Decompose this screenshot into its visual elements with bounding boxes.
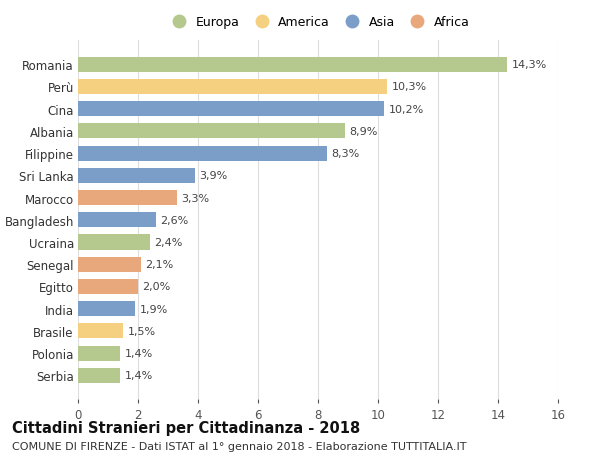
Bar [78, 324, 123, 339]
Bar [78, 102, 384, 117]
Text: COMUNE DI FIRENZE - Dati ISTAT al 1° gennaio 2018 - Elaborazione TUTTITALIA.IT: COMUNE DI FIRENZE - Dati ISTAT al 1° gen… [12, 441, 467, 451]
Text: 1,4%: 1,4% [125, 370, 153, 381]
Bar [78, 146, 327, 162]
Text: 3,9%: 3,9% [199, 171, 228, 181]
Text: 1,5%: 1,5% [128, 326, 155, 336]
Bar [78, 80, 387, 95]
Text: 1,9%: 1,9% [139, 304, 168, 314]
Text: 2,6%: 2,6% [161, 215, 189, 225]
Text: 10,3%: 10,3% [392, 82, 427, 92]
Text: 10,2%: 10,2% [389, 105, 424, 114]
Text: 2,1%: 2,1% [146, 260, 174, 269]
Bar [78, 257, 141, 272]
Bar [78, 213, 156, 228]
Bar [78, 346, 120, 361]
Bar [78, 57, 507, 73]
Text: 3,3%: 3,3% [182, 193, 209, 203]
Bar [78, 168, 195, 184]
Text: 14,3%: 14,3% [512, 60, 547, 70]
Bar [78, 302, 135, 317]
Text: 8,9%: 8,9% [349, 127, 378, 137]
Text: 2,4%: 2,4% [155, 237, 183, 247]
Bar [78, 235, 150, 250]
Bar [78, 368, 120, 383]
Text: Cittadini Stranieri per Cittadinanza - 2018: Cittadini Stranieri per Cittadinanza - 2… [12, 420, 360, 435]
Text: 8,3%: 8,3% [331, 149, 360, 159]
Bar [78, 190, 177, 206]
Bar [78, 124, 345, 139]
Text: 1,4%: 1,4% [125, 348, 153, 358]
Bar [78, 279, 138, 294]
Text: 2,0%: 2,0% [143, 282, 171, 292]
Legend: Europa, America, Asia, Africa: Europa, America, Asia, Africa [164, 13, 472, 32]
